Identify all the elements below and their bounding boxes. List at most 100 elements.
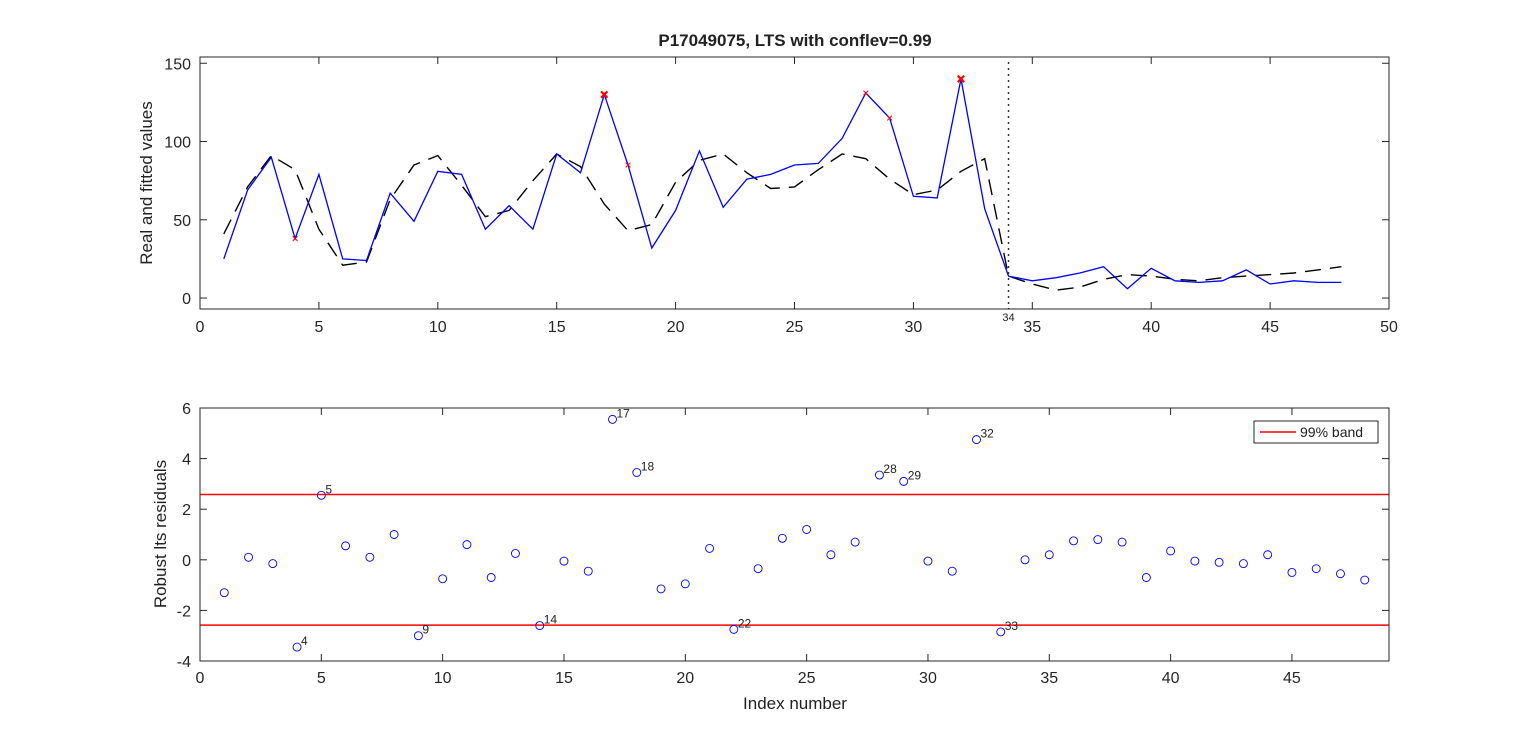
legend: 99% band [1253,420,1379,444]
outlier-marker [863,90,869,96]
bottom-x-tick-label: 10 [434,670,452,687]
residual-point [1263,550,1273,560]
real-and-fitted-panel: P17049075, LTS with conflev=0.99 Real an… [137,31,1398,336]
top-x-tick-label: 30 [905,319,923,336]
residual-point [1311,564,1321,574]
bottom-y-tick-label: 4 [182,452,191,469]
top-axes-box [199,56,1390,310]
residual-point [341,541,351,551]
top-y-tick-label: 50 [173,213,191,230]
top-y-axis-label: Real and fitted values [137,101,156,265]
residual-point [389,530,399,539]
bottom-x-tick-label: 30 [919,670,937,687]
residual-point [1044,550,1054,560]
bottom-y-tick-label: -4 [177,654,191,671]
outlier-marker [886,115,893,121]
residual-point [874,470,884,480]
residual-point [1166,546,1176,556]
residual-point-label: 5 [325,482,332,496]
residual-point [413,631,423,641]
real-values-line [223,78,1342,290]
residual-point [535,621,545,631]
residual-point [1360,575,1370,585]
residual-point [608,414,617,424]
residual-point [1117,537,1127,547]
residual-point [219,588,229,598]
residual-point [365,552,375,562]
legend-entry-99-band: 99% band [1300,424,1363,440]
vertical-split-label: 34 [1002,312,1014,324]
residual-point [705,543,715,553]
bottom-x-axis-label: Index number [743,694,847,713]
bottom-x-tick-label: 45 [1283,670,1301,687]
residual-point [1287,568,1297,577]
residual-point [972,435,981,445]
residual-point [438,574,448,584]
residual-point [656,584,666,594]
residual-point [777,533,787,543]
residual-point [1141,573,1151,582]
residual-point [244,552,253,562]
bottom-y-tick-label: 6 [182,401,191,418]
residual-point [510,549,520,558]
top-chart-title: P17049075, LTS with conflev=0.99 [658,31,931,50]
top-x-tick-label: 5 [314,319,323,336]
bottom-y-tick-label: 0 [182,553,191,570]
fitted-values-line [223,153,1342,291]
residual-point-label: 33 [1005,619,1019,633]
top-x-tick-label: 15 [548,319,566,336]
top-x-tick-label: 10 [429,319,447,336]
residual-point-label: 9 [422,623,429,637]
residual-point [923,556,933,566]
bottom-x-tick-label: 35 [1040,670,1058,687]
residual-point [899,476,909,486]
bottom-y-axis-label: Robust lts residuals [151,460,170,608]
top-x-tick-label: 35 [1023,319,1041,336]
residual-point [947,566,957,576]
residual-point [583,566,593,576]
top-x-tick-label: 40 [1142,319,1160,336]
bottom-y-tick-label: 2 [182,502,191,519]
residual-point [1214,557,1224,567]
outlier-marker [292,235,298,242]
residual-point [729,624,739,634]
top-y-tick-label: 150 [164,56,191,73]
residual-point-label: 4 [301,634,308,648]
residual-point-label: 17 [617,406,631,420]
residual-point [1336,569,1345,579]
outlier-marker [625,162,631,168]
residual-point [680,579,690,589]
residual-point [1190,556,1200,566]
residual-point [753,564,763,574]
residual-point [486,573,496,582]
residual-point [1093,535,1103,545]
top-x-tick-label: 50 [1380,319,1398,336]
residuals-panel: Robust lts residuals Index number 0 5 10 15… [151,401,1390,713]
residual-point [316,490,326,500]
residual-point-label: 28 [883,462,897,476]
residual-point-label: 29 [908,468,922,482]
bottom-x-tick-label: 25 [798,670,816,687]
residual-point [1238,559,1248,569]
top-x-tick-label: 25 [786,319,804,336]
residual-point [850,537,860,547]
residual-point [1020,555,1030,565]
top-x-tick-label: 0 [196,319,205,336]
residual-point [1069,536,1079,546]
residual-point [802,524,812,534]
top-x-tick-label: 45 [1261,319,1279,336]
bottom-x-tick-label: 15 [555,670,573,687]
top-y-tick-label: 0 [182,291,191,308]
outlier-marker [600,90,609,99]
residual-point-label: 32 [980,427,994,441]
bottom-x-tick-label: 0 [196,670,205,687]
residual-point [996,627,1006,637]
outlier-marker [956,74,965,83]
residual-point-label: 14 [544,613,558,627]
residual-point [559,556,569,566]
top-x-tick-label: 20 [667,319,685,336]
residual-point [462,540,472,550]
bottom-y-tick-label: -2 [177,603,191,620]
residual-point-label: 18 [641,460,655,474]
